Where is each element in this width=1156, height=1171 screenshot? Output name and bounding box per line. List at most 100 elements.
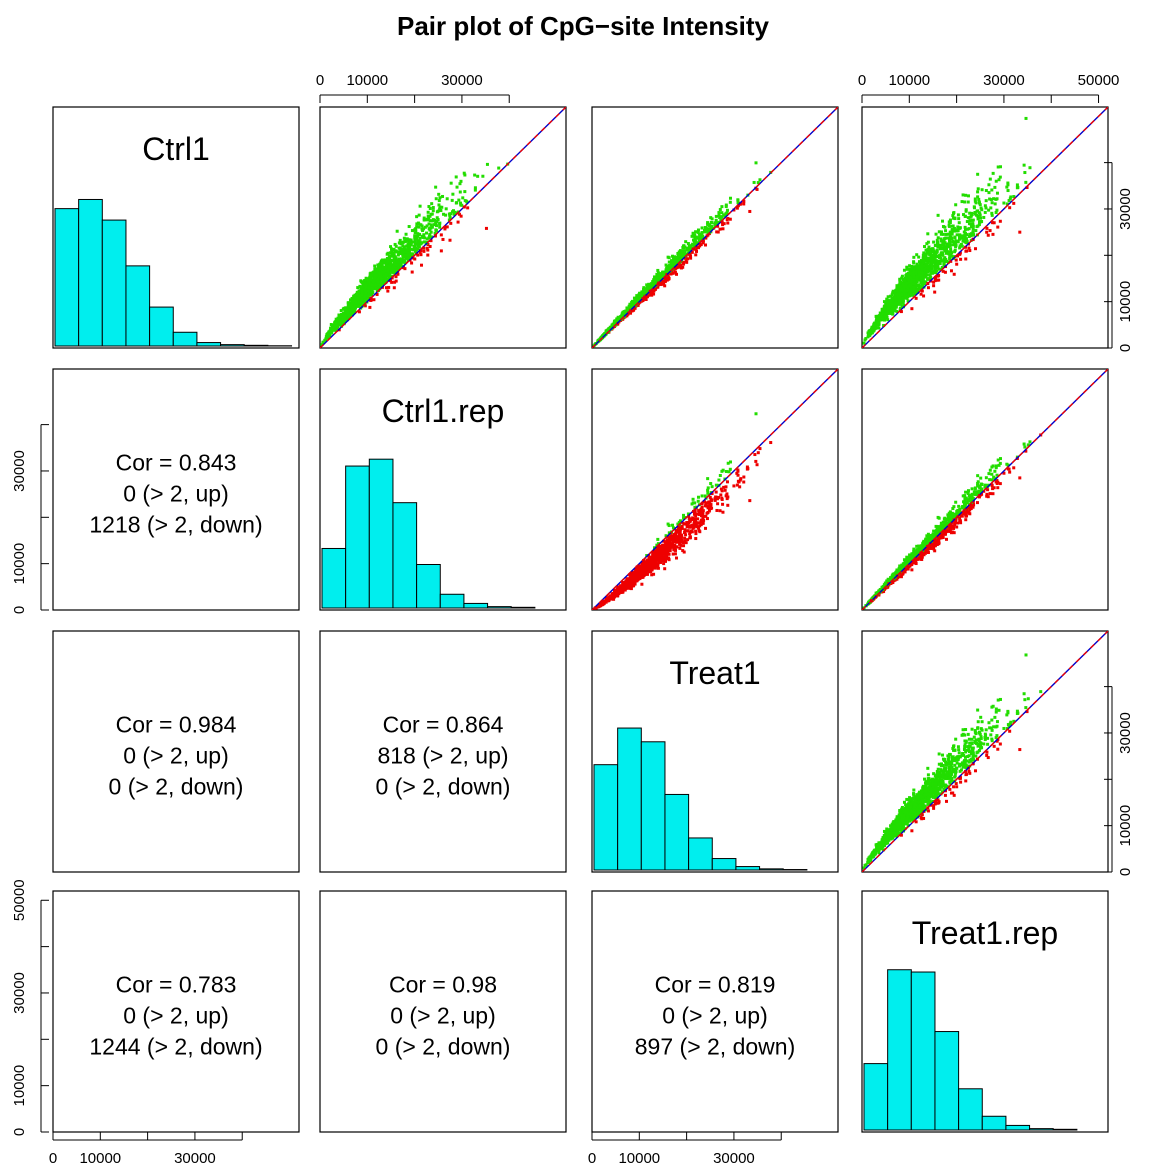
- scatter-point: [971, 230, 975, 234]
- scatter-point: [680, 250, 684, 254]
- scatter-point: [351, 313, 355, 317]
- scatter-point: [381, 282, 385, 286]
- scatter-point: [399, 257, 403, 261]
- scatter-point: [919, 286, 923, 290]
- scatter-point: [914, 266, 918, 270]
- scatter-point: [920, 276, 924, 280]
- scatter-point: [725, 492, 729, 496]
- scatter-point: [701, 511, 705, 515]
- scatter-point: [725, 208, 729, 212]
- scatter-point: [426, 218, 430, 222]
- scatter-point: [718, 208, 722, 212]
- scatter-point: [891, 304, 895, 308]
- scatter-point: [900, 274, 904, 278]
- scatter-point: [395, 269, 399, 273]
- scatter-point: [393, 280, 397, 284]
- scatter-point: [976, 187, 980, 191]
- scatter-point: [398, 246, 402, 250]
- scatter-point: [920, 263, 924, 267]
- scatter-point: [978, 212, 982, 216]
- scatter-point: [907, 280, 911, 284]
- scatter-point: [684, 240, 688, 244]
- scatter-point: [660, 275, 664, 279]
- scatter-point: [882, 300, 886, 304]
- scatter-point: [907, 284, 911, 288]
- panel-box-r4-c3: [591, 890, 839, 1133]
- scatter-point: [944, 250, 948, 254]
- scatter-point: [406, 258, 410, 262]
- scatter-point: [343, 314, 347, 318]
- scatter-point: [947, 250, 951, 254]
- scatter-point: [955, 262, 959, 266]
- scatter-point: [497, 166, 501, 170]
- scatter-point: [993, 202, 997, 206]
- scatter-point: [958, 246, 962, 250]
- scatter-point: [948, 232, 952, 236]
- scatter-point: [682, 262, 686, 266]
- scatter-point: [413, 245, 417, 249]
- scatter-point: [934, 264, 938, 268]
- scatter-point: [375, 284, 379, 288]
- scatter-point: [919, 266, 923, 270]
- scatter-point: [968, 219, 972, 223]
- scatter-point: [926, 286, 930, 290]
- scatter-point: [1023, 171, 1027, 175]
- scatter-point: [957, 217, 961, 221]
- scatter-point: [881, 312, 885, 316]
- scatter-point: [728, 196, 732, 200]
- scatter-point: [389, 279, 393, 283]
- scatter-point: [755, 187, 759, 191]
- scatter-point: [441, 194, 445, 198]
- scatter-point: [894, 292, 898, 296]
- scatter-point: [954, 245, 958, 249]
- scatter-point: [658, 275, 662, 279]
- scatter-point: [893, 298, 897, 302]
- scatter-point: [381, 279, 385, 283]
- scatter-point: [919, 281, 923, 285]
- scatter-point: [956, 229, 960, 233]
- variable-label: Ctrl1: [142, 131, 210, 167]
- scatter-point: [909, 267, 913, 271]
- scatter-point: [928, 273, 932, 277]
- scatter-point: [886, 302, 890, 306]
- scatter-point: [463, 173, 467, 177]
- scatter-point: [411, 252, 415, 256]
- scatter-point: [396, 253, 400, 257]
- scatter-point: [426, 253, 430, 257]
- scatter-point: [355, 292, 359, 296]
- scatter-point: [667, 269, 671, 273]
- scatter-point: [886, 310, 890, 314]
- scatter-point: [388, 256, 392, 260]
- scatter-point: [329, 323, 333, 327]
- scatter-point: [387, 275, 391, 279]
- scatter-point: [960, 244, 964, 248]
- scatter-point: [936, 240, 940, 244]
- scatter-point: [930, 260, 934, 264]
- scatter-point: [885, 307, 889, 311]
- scatter-point: [940, 265, 944, 269]
- scatter-point: [636, 297, 640, 301]
- scatter-point: [642, 286, 646, 290]
- scatter-point: [967, 234, 971, 238]
- scatter-point: [917, 265, 921, 269]
- scatter-point: [915, 280, 919, 284]
- scatter-point: [629, 306, 633, 310]
- scatter-point: [995, 208, 999, 212]
- scatter-point: [923, 245, 927, 249]
- scatter-point: [924, 254, 928, 258]
- scatter-point: [937, 267, 941, 271]
- histogram-bar: [510, 606, 536, 609]
- scatter-point: [642, 297, 646, 301]
- scatter-point: [650, 573, 654, 577]
- scatter-point: [992, 197, 996, 201]
- scatter-point: [910, 292, 914, 296]
- scatter-point: [976, 195, 980, 199]
- scatter-point: [963, 227, 967, 231]
- scatter-point: [952, 242, 956, 246]
- scatter-point: [631, 308, 635, 312]
- scatter-point: [875, 318, 879, 322]
- scatter-point: [355, 297, 359, 301]
